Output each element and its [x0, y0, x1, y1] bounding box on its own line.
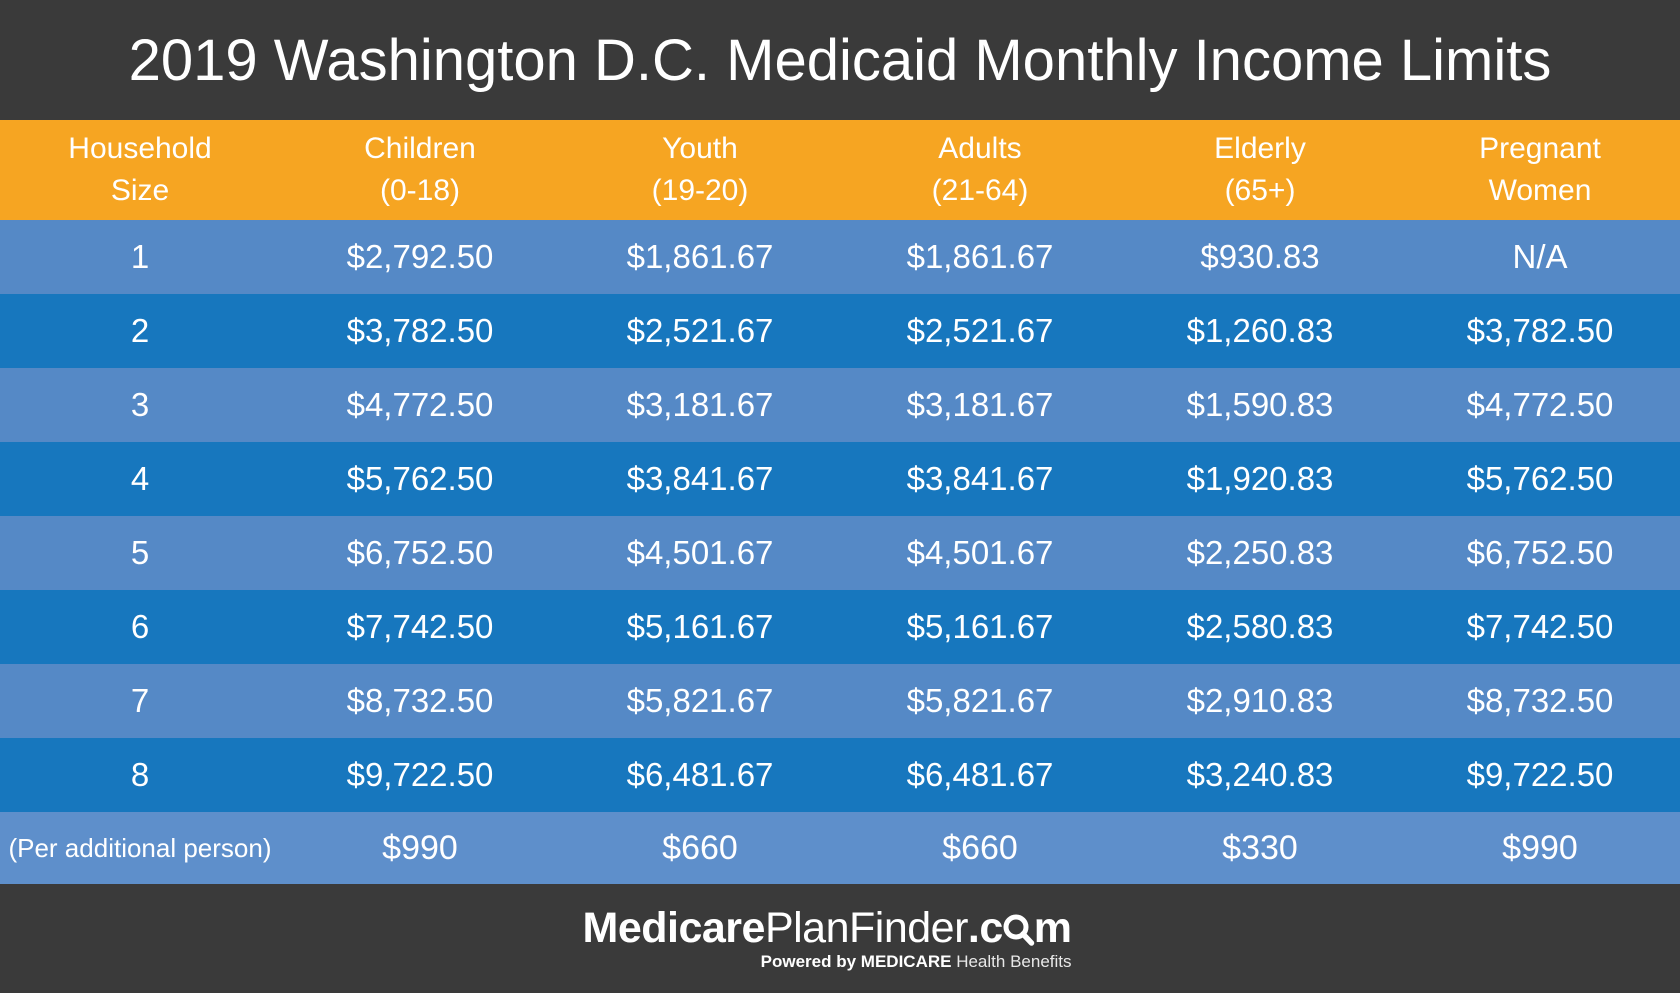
- per-additional-value-cell: $660: [662, 828, 738, 867]
- income-value-cell: $6,752.50: [1466, 534, 1614, 571]
- brand-block: MedicarePlanFinder.c m Powered by MEDICAR…: [583, 905, 1072, 972]
- table-row: 4 $5,762.50 $3,841.67 $3,841.67 $1,920.83 $5,…: [0, 442, 1680, 516]
- income-value-cell: $3,782.50: [1466, 312, 1614, 349]
- income-value-cell: $9,722.50: [346, 756, 494, 793]
- page-title: 2019 Washington D.C. Medicaid Monthly In…: [128, 27, 1552, 93]
- household-size-cell: 1: [130, 238, 150, 275]
- income-value-cell: $5,762.50: [346, 460, 494, 497]
- table-row: 7 $8,732.50 $5,821.67 $5,821.67 $2,910.83 $8,…: [0, 664, 1680, 738]
- income-value-cell: $6,481.67: [906, 756, 1054, 793]
- column-header: Children (0-18): [364, 132, 476, 207]
- table-row: 1 $2,792.50 $1,861.67 $1,861.67 $930.83 N/A: [0, 220, 1680, 294]
- income-value-cell: $8,732.50: [346, 682, 494, 719]
- income-value-cell: $1,920.83: [1186, 460, 1334, 497]
- household-size-cell: 4: [130, 460, 150, 497]
- per-additional-value-cell: $330: [1222, 828, 1298, 867]
- tagline-health-benefits: Health Benefits: [956, 952, 1072, 971]
- footer: MedicarePlanFinder.c m Powered by MEDICAR…: [0, 884, 1680, 993]
- table-row: 8 $9,722.50 $6,481.67 $6,481.67 $3,240.83 $9,…: [0, 738, 1680, 812]
- income-value-cell: $3,841.67: [626, 460, 774, 497]
- logo-m-text: m: [1033, 904, 1072, 952]
- column-header: Youth (19-20): [651, 132, 749, 207]
- magnifier-icon: [1003, 914, 1035, 946]
- income-value-cell: N/A: [1512, 238, 1568, 275]
- income-value-cell: $2,792.50: [346, 238, 494, 275]
- logo-planfinder-text: PlanFinder: [764, 904, 968, 952]
- income-value-cell: $2,521.67: [906, 312, 1054, 349]
- household-size-cell: 8: [130, 756, 150, 793]
- column-header: Adults (21-64): [931, 132, 1029, 207]
- income-value-cell: $5,161.67: [906, 608, 1054, 645]
- income-value-cell: $5,821.67: [626, 682, 774, 719]
- household-size-cell: 2: [130, 312, 150, 349]
- brand-tagline: Powered by MEDICARE Health Benefits: [583, 952, 1072, 972]
- table-row: 2 $3,782.50 $2,521.67 $2,521.67 $1,260.83 $3,…: [0, 294, 1680, 368]
- income-value-cell: $3,841.67: [906, 460, 1054, 497]
- income-value-cell: $3,181.67: [626, 386, 774, 423]
- per-additional-person-label: (Per additional person): [8, 832, 272, 863]
- column-header: Elderly (65+): [1214, 132, 1306, 207]
- table-row: 5 $6,752.50 $4,501.67 $4,501.67 $2,250.83 $6,…: [0, 516, 1680, 590]
- income-value-cell: $4,501.67: [626, 534, 774, 571]
- logo-dot-c-text: .c: [967, 904, 1003, 952]
- income-value-cell: $4,501.67: [906, 534, 1054, 571]
- column-header: Household Size: [68, 132, 212, 207]
- income-value-cell: $5,161.67: [626, 608, 774, 645]
- income-value-cell: $4,772.50: [346, 386, 494, 423]
- household-size-cell: 5: [130, 534, 150, 571]
- column-header: Pregnant Women: [1479, 132, 1601, 207]
- title-bar: 2019 Washington D.C. Medicaid Monthly In…: [0, 0, 1680, 120]
- brand-logo: MedicarePlanFinder.c m: [583, 905, 1072, 951]
- income-value-cell: $3,240.83: [1186, 756, 1334, 793]
- table-row: 3 $4,772.50 $3,181.67 $3,181.67 $1,590.83 $4,…: [0, 368, 1680, 442]
- income-table-body: 1 $2,792.50 $1,861.67 $1,861.67 $930.83 N/A 2 $…: [0, 220, 1680, 812]
- per-additional-value-cell: $990: [1502, 828, 1578, 867]
- household-size-cell: 6: [130, 608, 150, 645]
- income-value-cell: $2,521.67: [626, 312, 774, 349]
- per-additional-person-row: (Per additional person) $990 $660 $660 $330 $…: [0, 812, 1680, 884]
- income-value-cell: $8,732.50: [1466, 682, 1614, 719]
- table-header-row: Household Size Children (0-18) Youth (19-20) A…: [0, 120, 1680, 220]
- household-size-cell: 3: [130, 386, 150, 423]
- income-value-cell: $7,742.50: [1466, 608, 1614, 645]
- income-value-cell: $9,722.50: [1466, 756, 1614, 793]
- income-value-cell: $2,910.83: [1186, 682, 1334, 719]
- income-value-cell: $1,260.83: [1186, 312, 1334, 349]
- income-value-cell: $930.83: [1200, 238, 1320, 275]
- income-value-cell: $3,181.67: [906, 386, 1054, 423]
- tagline-powered-by: Powered by MEDICARE: [760, 952, 952, 971]
- income-value-cell: $5,762.50: [1466, 460, 1614, 497]
- income-value-cell: $2,250.83: [1186, 534, 1334, 571]
- per-additional-value-cell: $660: [942, 828, 1018, 867]
- income-value-cell: $6,752.50: [346, 534, 494, 571]
- per-additional-value-cell: $990: [382, 828, 458, 867]
- table-row: 6 $7,742.50 $5,161.67 $5,161.67 $2,580.83 $7,…: [0, 590, 1680, 664]
- income-value-cell: $1,590.83: [1186, 386, 1334, 423]
- income-value-cell: $1,861.67: [626, 238, 774, 275]
- income-value-cell: $3,782.50: [346, 312, 494, 349]
- income-value-cell: $2,580.83: [1186, 608, 1334, 645]
- income-value-cell: $7,742.50: [346, 608, 494, 645]
- income-value-cell: $4,772.50: [1466, 386, 1614, 423]
- income-value-cell: $6,481.67: [626, 756, 774, 793]
- logo-medicare-text: Medicare: [582, 904, 766, 952]
- income-value-cell: $1,861.67: [906, 238, 1054, 275]
- household-size-cell: 7: [130, 682, 150, 719]
- income-value-cell: $5,821.67: [906, 682, 1054, 719]
